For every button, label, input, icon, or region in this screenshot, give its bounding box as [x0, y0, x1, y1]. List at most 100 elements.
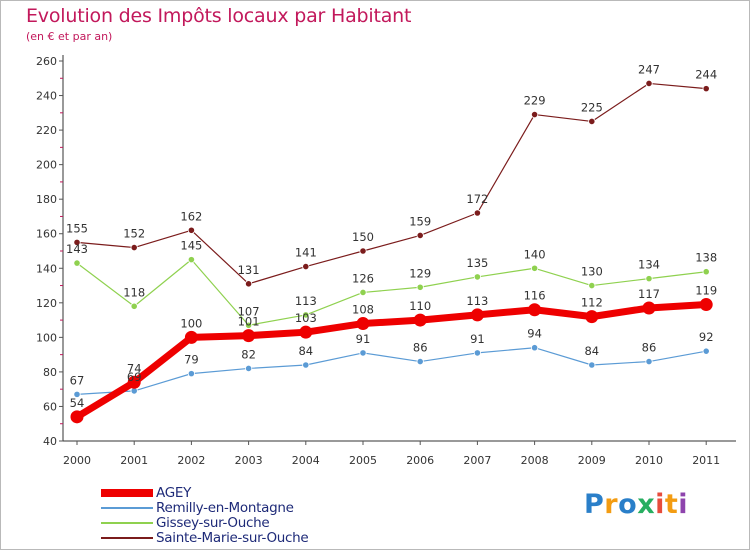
x-tick-label: 2000 — [63, 454, 91, 467]
data-point-remilly-en-montagne — [359, 349, 367, 357]
data-point-remilly-en-montagne — [530, 344, 539, 352]
data-label-gissey-sur-ouche: 140 — [524, 247, 546, 261]
data-point-sainte-marie-sur-ouche — [130, 243, 138, 252]
data-point-sainte-marie-sur-ouche — [588, 117, 596, 126]
axes: 40 60 80 100 120 140 160 180 200 220 240 260 2000 200… — [36, 55, 736, 467]
data-label-sainte-marie-sur-ouche: 155 — [66, 221, 88, 235]
data-label-sainte-marie-sur-ouche: 229 — [524, 94, 546, 108]
data-point-sainte-marie-sur-ouche — [473, 209, 481, 217]
x-tick-label: 2011 — [692, 454, 720, 467]
x-tick-label: 2006 — [406, 454, 434, 467]
logo-letter: i — [678, 489, 689, 520]
legend-item: Gissey-sur-Ouche — [101, 515, 270, 531]
legend-swatch — [101, 489, 153, 497]
data-point-agey — [528, 303, 542, 317]
legend-swatch — [101, 522, 153, 524]
data-point-agey — [184, 330, 198, 344]
data-label-agey: 113 — [466, 294, 488, 308]
data-label-remilly-en-montagne: 91 — [470, 332, 485, 346]
data-point-gissey-sur-ouche — [245, 321, 253, 329]
x-tick-label: 2007 — [463, 454, 491, 467]
data-point-agey — [470, 308, 484, 322]
data-label-agey: 116 — [524, 289, 546, 303]
data-point-agey — [299, 325, 313, 339]
data-point-remilly-en-montagne — [73, 390, 81, 398]
data-point-gissey-sur-ouche — [302, 311, 310, 319]
data-label-agey: 119 — [695, 284, 717, 298]
data-label-agey: 74 — [127, 361, 142, 375]
legend-label: Remilly-en-Montagne — [156, 500, 294, 516]
data-label-gissey-sur-ouche: 134 — [638, 258, 660, 272]
data-point-gissey-sur-ouche — [702, 268, 710, 276]
data-point-sainte-marie-sur-ouche — [416, 231, 424, 240]
y-tick-label: 80 — [43, 366, 57, 379]
legend-swatch — [101, 537, 153, 539]
data-point-gissey-sur-ouche — [588, 281, 596, 290]
legend-label: Sainte-Marie-sur-Ouche — [156, 530, 309, 546]
data-label-gissey-sur-ouche: 113 — [295, 294, 317, 308]
legend-item: Sainte-Marie-sur-Ouche — [101, 530, 309, 546]
data-label-agey: 101 — [238, 315, 260, 329]
legend-label: AGEY — [156, 485, 192, 501]
data-point-sainte-marie-sur-ouche — [530, 110, 539, 119]
data-point-sainte-marie-sur-ouche — [359, 247, 367, 255]
x-tick-label: 2010 — [635, 454, 663, 467]
data-point-remilly-en-montagne — [187, 370, 195, 378]
data-label-agey: 112 — [581, 296, 603, 310]
data-point-agey — [699, 298, 713, 312]
series-line-agey — [73, 301, 710, 421]
data-point-remilly-en-montagne — [302, 361, 310, 369]
data-label-gissey-sur-ouche: 138 — [695, 251, 717, 265]
data-point-gissey-sur-ouche — [73, 259, 81, 267]
chart-subtitle: (en € et par an) — [26, 30, 113, 43]
data-point-sainte-marie-sur-ouche — [702, 85, 710, 93]
y-tick-label: 120 — [36, 297, 57, 310]
y-tick-label: 260 — [36, 55, 57, 68]
y-tick-label: 240 — [36, 90, 57, 103]
x-tick-label: 2004 — [292, 454, 320, 467]
y-tick-label: 180 — [36, 193, 57, 206]
data-label-sainte-marie-sur-ouche: 159 — [409, 214, 431, 228]
data-point-gissey-sur-ouche — [359, 288, 367, 297]
data-point-sainte-marie-sur-ouche — [302, 262, 310, 271]
data-label-remilly-en-montagne: 91 — [356, 332, 371, 346]
data-point-agey — [642, 301, 656, 315]
data-label-gissey-sur-ouche: 118 — [123, 285, 145, 299]
data-point-agey — [242, 329, 256, 343]
data-point-gissey-sur-ouche — [645, 275, 653, 283]
data-point-remilly-en-montagne — [473, 349, 481, 357]
data-point-sainte-marie-sur-ouche — [245, 280, 253, 288]
y-tick-label: 40 — [43, 435, 57, 448]
x-tick-label: 2001 — [120, 454, 148, 467]
data-point-remilly-en-montagne — [645, 357, 653, 366]
data-point-agey — [356, 317, 370, 331]
legend-item: AGEY — [101, 485, 191, 501]
data-label-remilly-en-montagne: 92 — [699, 330, 714, 344]
data-label-gissey-sur-ouche: 143 — [66, 242, 88, 256]
logo-letter: t — [664, 489, 679, 520]
data-label-agey: 100 — [180, 316, 202, 330]
data-point-gissey-sur-ouche — [473, 273, 481, 281]
data-label-sainte-marie-sur-ouche: 172 — [466, 192, 488, 206]
series-line-sainte-marie-sur-ouche — [76, 82, 707, 285]
proxiti-logo: Proxiti — [584, 489, 688, 520]
data-label-sainte-marie-sur-ouche: 131 — [238, 263, 260, 277]
legend-label: Gissey-sur-Ouche — [156, 515, 270, 531]
data-label-remilly-en-montagne: 67 — [70, 373, 85, 387]
data-label-remilly-en-montagne: 86 — [642, 341, 657, 355]
data-point-remilly-en-montagne — [245, 364, 253, 373]
data-label-sainte-marie-sur-ouche: 150 — [352, 230, 374, 244]
y-tick-label: 160 — [36, 228, 57, 241]
data-point-agey — [413, 313, 427, 327]
x-tick-label: 2005 — [349, 454, 377, 467]
data-label-gissey-sur-ouche: 135 — [466, 256, 488, 270]
data-label-sainte-marie-sur-ouche: 152 — [123, 227, 145, 241]
data-label-remilly-en-montagne: 86 — [413, 341, 428, 355]
series-line-remilly-en-montagne — [76, 347, 707, 395]
logo-letter: i — [655, 489, 665, 520]
data-label-sainte-marie-sur-ouche: 225 — [581, 100, 603, 114]
data-label-remilly-en-montagne: 69 — [127, 370, 142, 384]
y-tick-label: 140 — [36, 262, 57, 275]
logo-letter: o — [618, 489, 638, 520]
